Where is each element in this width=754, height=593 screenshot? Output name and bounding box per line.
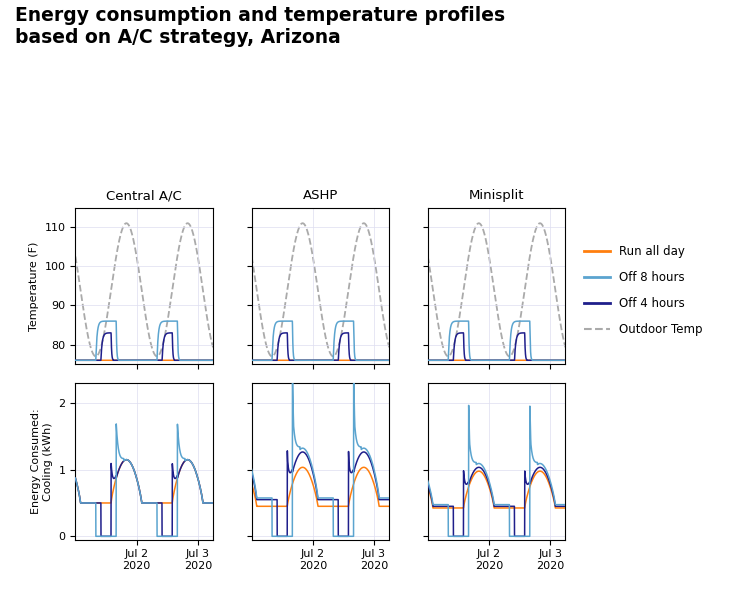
Y-axis label: Temperature (F): Temperature (F) xyxy=(29,241,39,330)
Legend: Run all day, Off 8 hours, Off 4 hours, Outdoor Temp: Run all day, Off 8 hours, Off 4 hours, O… xyxy=(579,240,707,341)
Title: ASHP: ASHP xyxy=(303,189,338,202)
Title: Central A/C: Central A/C xyxy=(106,189,182,202)
Text: Energy consumption and temperature profiles
based on A/C strategy, Arizona: Energy consumption and temperature profi… xyxy=(15,6,505,47)
Title: Minisplit: Minisplit xyxy=(469,189,525,202)
Y-axis label: Energy Consumed:
Cooling (kWh): Energy Consumed: Cooling (kWh) xyxy=(32,409,53,514)
